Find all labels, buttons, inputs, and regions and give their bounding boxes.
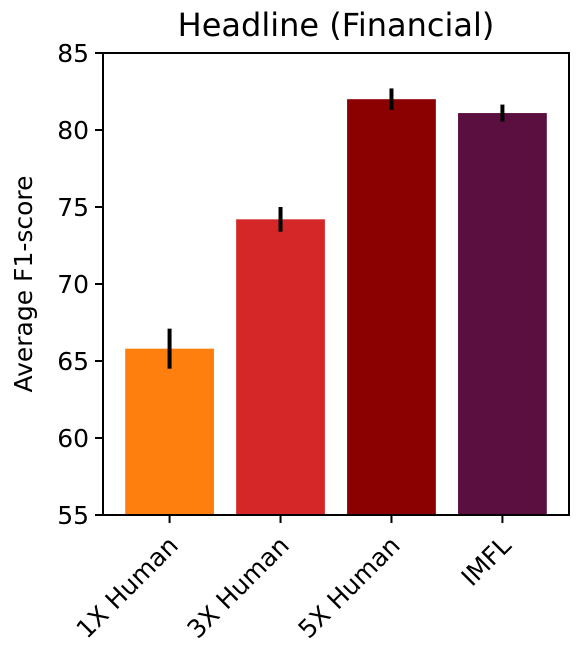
x-tick-label: 1X Human	[71, 531, 184, 644]
bar-3x-human	[236, 219, 325, 515]
y-tick-label: 65	[57, 347, 89, 376]
x-tick-label: IMFL	[456, 531, 517, 592]
y-tick-label: 85	[57, 39, 89, 68]
bar-1x-human	[125, 348, 214, 515]
bar-imfl	[458, 113, 547, 515]
y-tick-label: 70	[57, 270, 89, 299]
y-axis: 55 60 65 70 75 80 85	[57, 39, 103, 530]
x-tick-label: 5X Human	[292, 531, 405, 644]
y-axis-label: Average F1-score	[9, 175, 38, 392]
chart-title: Headline (Financial)	[178, 6, 495, 44]
bars	[125, 99, 547, 515]
y-tick-label: 55	[57, 501, 89, 530]
x-tick-label: 3X Human	[182, 531, 295, 644]
y-tick-label: 60	[57, 424, 89, 453]
y-tick-label: 80	[57, 116, 89, 145]
error-bars	[167, 88, 505, 369]
bar-5x-human	[347, 99, 436, 515]
plot-frame	[102, 52, 570, 516]
y-tick-label: 75	[57, 193, 89, 222]
